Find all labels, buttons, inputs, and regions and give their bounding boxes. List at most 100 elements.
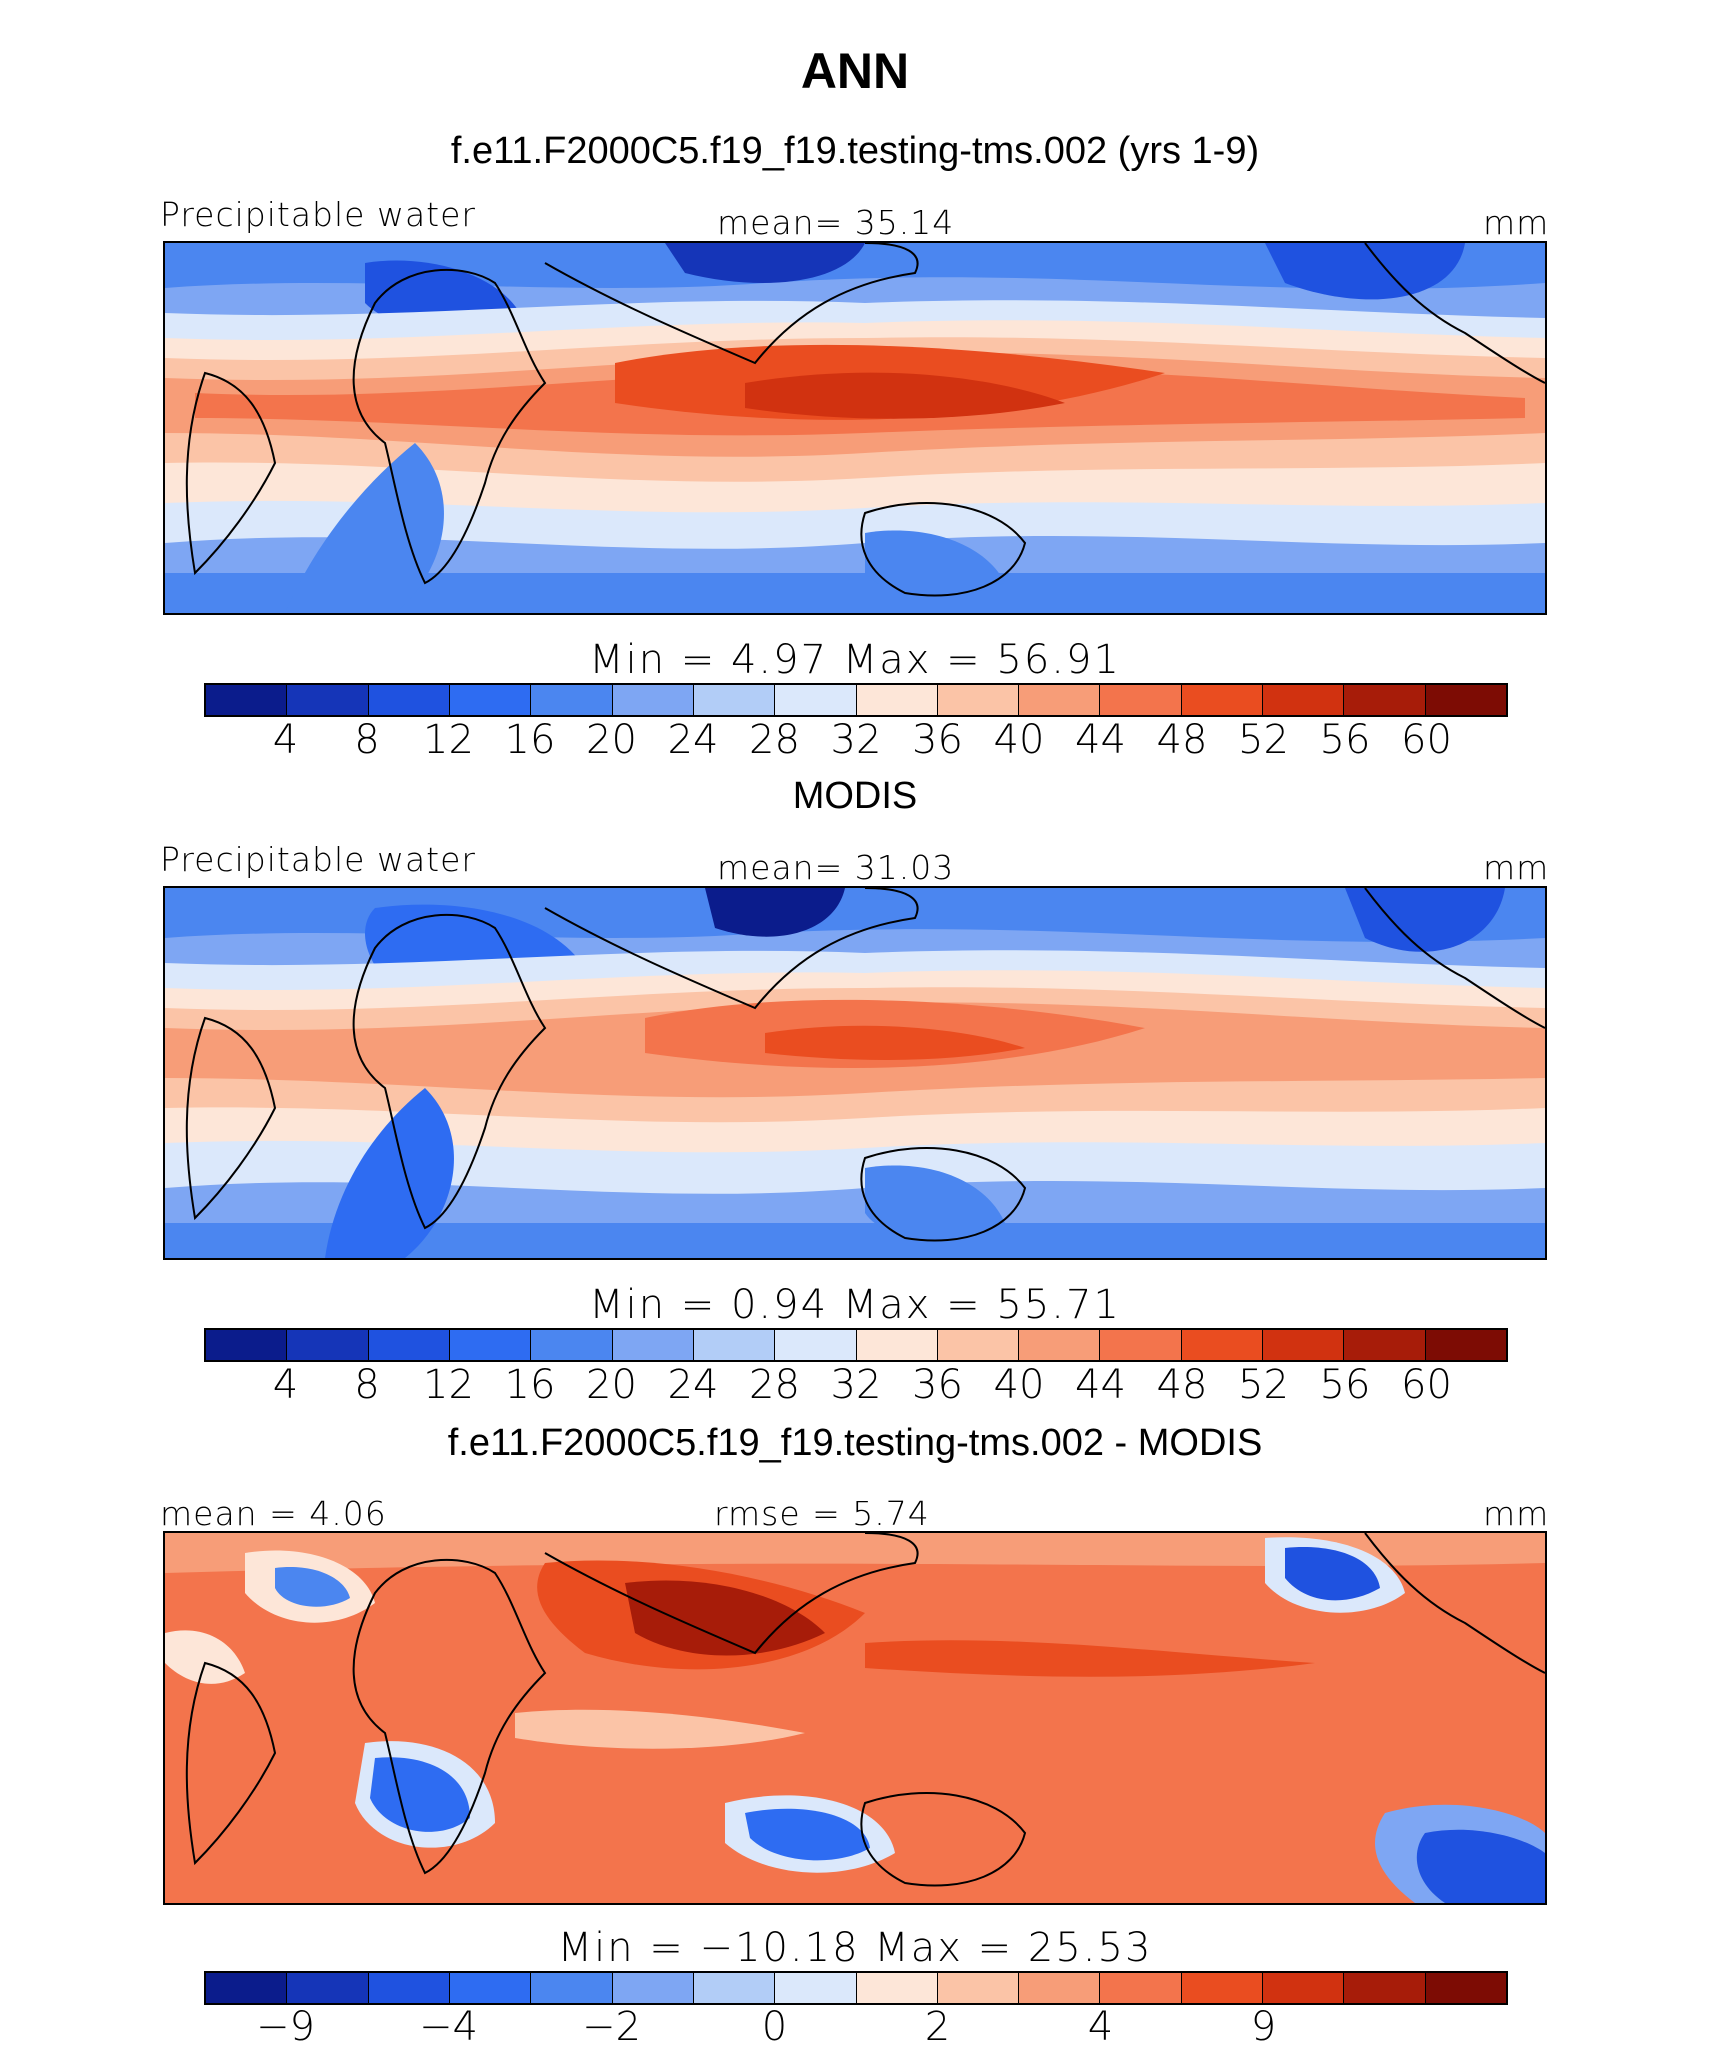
panel-2-variable: Precipitable water: [160, 840, 476, 879]
blob: [1265, 243, 1465, 300]
colorbar-swatch: [1100, 685, 1182, 715]
panel-2-map-svg: [165, 888, 1545, 1258]
panel-2-title: MODIS: [792, 775, 918, 817]
africa-outline: [352, 913, 547, 1230]
coastlines: [185, 1533, 1545, 1887]
colorbar-tick-label: 60: [1401, 1362, 1452, 1408]
band: [165, 243, 1545, 289]
colorbar-swatch: [287, 1330, 369, 1360]
colorbar-tick-label: 44: [1075, 1362, 1126, 1408]
asia-outline: [544, 1533, 919, 1655]
colorbar-tick-label: 52: [1238, 1362, 1289, 1408]
colorbar-swatch: [693, 1330, 776, 1360]
south-america-outline: [185, 371, 277, 576]
panel-3-map: [163, 1531, 1547, 1905]
blob: [745, 372, 1065, 419]
colorbar-tick-label: 32: [830, 1362, 882, 1408]
panel-1-colorbar: [204, 683, 1508, 717]
colorbar-swatch: [612, 1330, 694, 1360]
colorbar-swatch: [1425, 1330, 1506, 1360]
colorbar-tick-label: 28: [749, 717, 800, 763]
colorbar-swatch: [1263, 685, 1345, 715]
colorbar-swatch: [206, 1973, 288, 2003]
australia-outline: [860, 1147, 1027, 1242]
australia-outline: [860, 1792, 1027, 1887]
colorbar-tick-label: 36: [912, 717, 963, 763]
colorbar-swatch: [1344, 1330, 1426, 1360]
colorbar-swatch: [531, 685, 613, 715]
colorbar-swatch: [1019, 1330, 1101, 1360]
central-america-outline: [1364, 888, 1545, 1029]
panel-1-map: [163, 241, 1547, 615]
colorbar-tick-label: 32: [830, 717, 882, 763]
colorbar-tick-label: 2: [924, 2004, 951, 2050]
blob: [765, 1025, 1025, 1060]
asia-outline: [544, 888, 919, 1010]
colorbar-swatch: [693, 685, 776, 715]
colorbar-tick-label: 24: [667, 717, 719, 763]
colorbar-tick-label: −2: [582, 2004, 641, 2050]
panel-3-colorbar: [204, 1971, 1508, 2005]
colorbar-swatch: [287, 685, 369, 715]
panel-2-colorbar: [204, 1328, 1508, 1362]
blob: [285, 443, 444, 613]
colorbar-swatch: [937, 1330, 1020, 1360]
colorbar-tick-label: 36: [912, 1362, 963, 1408]
blob: [625, 1580, 825, 1656]
colorbar-swatch: [1425, 685, 1506, 715]
colorbar-tick-label: 9: [1250, 2004, 1277, 2050]
coastlines: [185, 888, 1545, 1242]
colorbar-swatch: [206, 1330, 288, 1360]
colorbar-tick-label: 52: [1238, 717, 1289, 763]
band: [515, 1709, 805, 1749]
colorbar-swatch: [449, 685, 532, 715]
colorbar-swatch: [693, 1973, 776, 2003]
colorbar-swatch: [775, 1973, 857, 2003]
panel-3-rmse: rmse = 5.74: [714, 1494, 930, 1533]
colorbar-swatch: [775, 685, 857, 715]
panel-1-minmax: Min = 4.97 Max = 56.91: [589, 637, 1121, 683]
panel-3-title: f.e11.F2000C5.f19_f19.testing-tms.002 - …: [447, 1422, 1263, 1464]
colorbar-swatch: [612, 685, 694, 715]
band: [165, 573, 1545, 613]
panel-1-variable: Precipitable water: [160, 195, 476, 234]
blob: [325, 1088, 454, 1258]
colorbar-tick-label: 48: [1156, 1362, 1208, 1408]
colorbar-swatch: [775, 1330, 857, 1360]
panel-2-units: mm: [1483, 848, 1550, 887]
colorbar-swatch: [206, 685, 288, 715]
colorbar-swatch: [1100, 1973, 1182, 2003]
colorbar-swatch: [856, 685, 938, 715]
central-america-outline: [1364, 243, 1545, 384]
panel-3-minmax: Min = −10.18 Max = 25.53: [557, 1925, 1153, 1971]
colorbar-tick-label: 24: [667, 1362, 719, 1408]
colorbar-tick-label: 12: [423, 717, 474, 763]
colorbar-tick-label: 4: [272, 1362, 299, 1408]
blob: [1345, 888, 1505, 952]
colorbar-tick-label: 60: [1401, 717, 1452, 763]
colorbar-tick-label: 20: [586, 717, 637, 763]
colorbar-tick-label: 56: [1319, 717, 1371, 763]
colorbar-tick-label: 48: [1156, 717, 1208, 763]
colorbar-tick-label: 8: [354, 717, 380, 763]
colorbar-tick-label: 8: [354, 1362, 380, 1408]
colorbar-swatch: [1425, 1973, 1506, 2003]
blob: [665, 243, 865, 283]
panel-3-colorbar-ticks: −9 −4 −2 0 2 4 9: [0, 2004, 1710, 2054]
africa-outline: [352, 1558, 547, 1875]
colorbar-swatch: [856, 1330, 938, 1360]
colorbar-tick-label: 4: [272, 717, 299, 763]
blob: [865, 530, 1005, 596]
colorbar-tick-label: 16: [504, 717, 556, 763]
panel-2-minmax: Min = 0.94 Max = 55.71: [589, 1282, 1121, 1328]
colorbar-swatch: [287, 1973, 369, 2003]
colorbar-swatch: [1263, 1330, 1345, 1360]
central-america-outline: [1364, 1533, 1545, 1674]
blob: [1416, 1829, 1545, 1903]
colorbar-swatch: [449, 1330, 532, 1360]
colorbar-swatch: [368, 685, 450, 715]
band: [165, 1223, 1545, 1258]
band: [865, 1640, 1315, 1677]
colorbar-swatch: [531, 1330, 613, 1360]
colorbar-tick-label: 56: [1319, 1362, 1371, 1408]
